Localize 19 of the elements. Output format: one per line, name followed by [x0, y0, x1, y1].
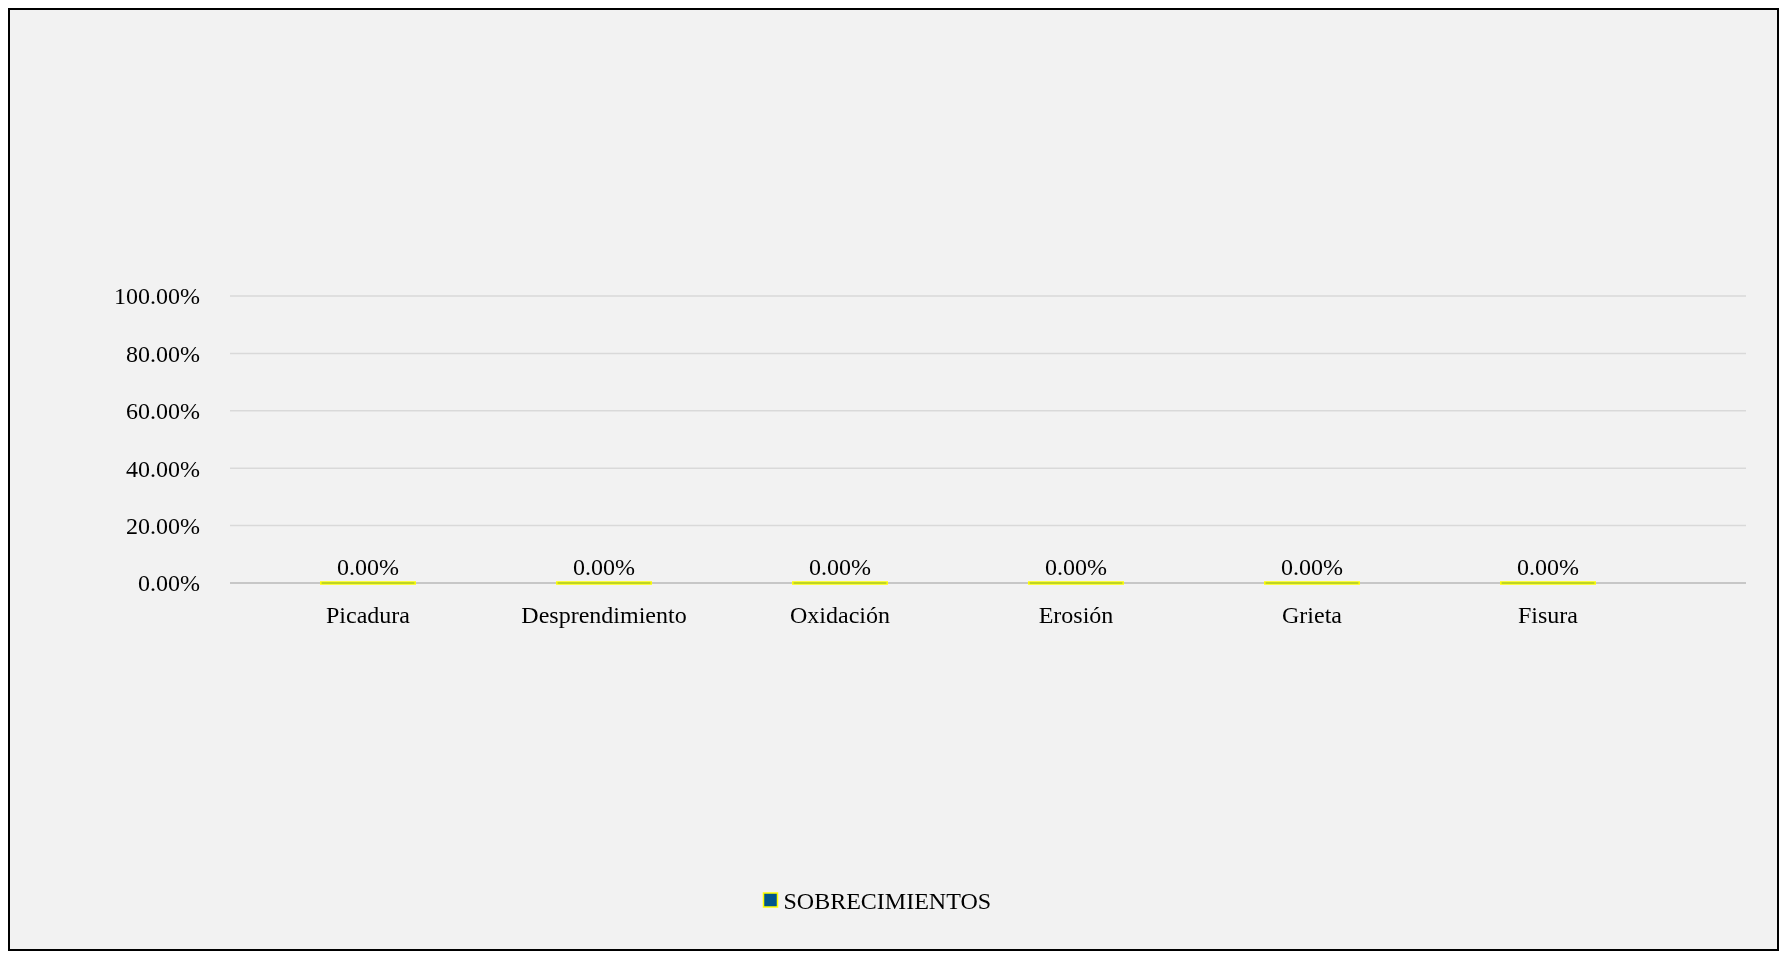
x-tick-label: Oxidación: [790, 602, 890, 628]
x-tick-label: Picadura: [326, 602, 411, 628]
x-tick-label: Grieta: [1282, 602, 1343, 628]
x-tick-label: Desprendimiento: [521, 602, 687, 628]
y-tick-label: 60.00%: [126, 398, 200, 425]
y-tick-label: 100.00%: [114, 283, 200, 310]
data-label: 0.00%: [1281, 554, 1343, 580]
x-tick-label: Erosión: [1038, 602, 1114, 628]
y-tick-label: 20.00%: [126, 513, 200, 539]
x-tick-label: Fisura: [1518, 602, 1579, 628]
legend-label: SOBRECIMIENTOS: [783, 888, 992, 915]
data-label: 0.00%: [337, 554, 399, 580]
data-label: 0.00%: [1517, 554, 1579, 580]
data-label: 0.00%: [573, 554, 635, 580]
y-tick-label: 40.00%: [126, 455, 200, 482]
y-tick-label: 0.00%: [138, 570, 200, 597]
y-tick-label: 80.00%: [126, 340, 200, 367]
data-label: 0.00%: [809, 554, 871, 580]
data-label: 0.00%: [1045, 554, 1107, 580]
